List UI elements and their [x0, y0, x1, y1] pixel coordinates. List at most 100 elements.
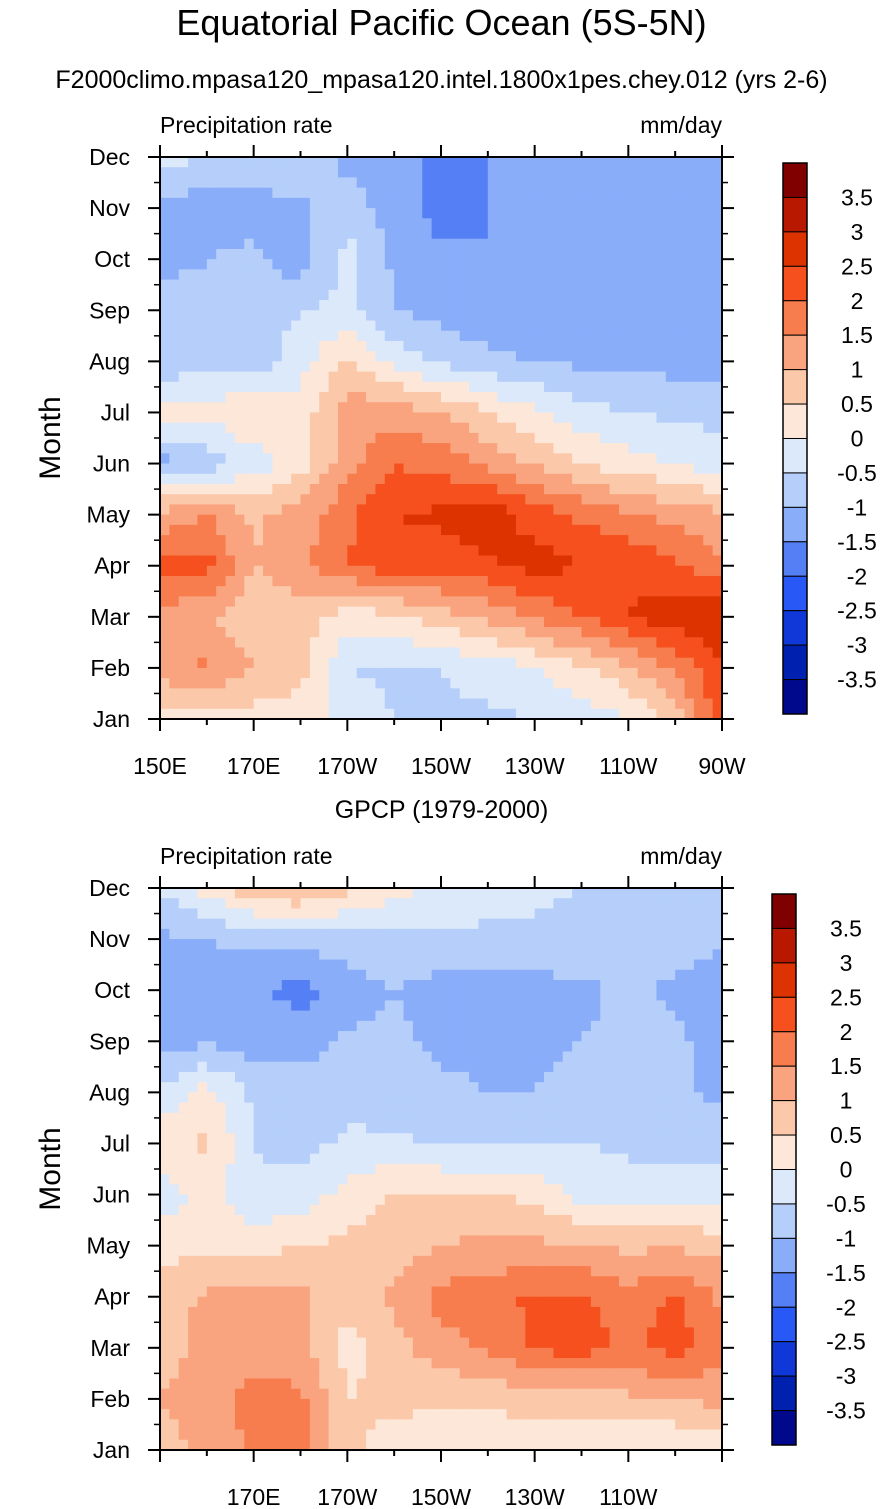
heatmap-cell	[515, 990, 526, 1001]
heatmap-cell	[590, 248, 601, 260]
heatmap-cell	[403, 657, 414, 669]
heatmap-cell	[160, 647, 170, 659]
heatmap-cell	[637, 637, 648, 649]
heatmap-cell	[281, 1143, 292, 1155]
heatmap-cell	[684, 432, 695, 444]
heatmap-cell	[497, 1061, 508, 1073]
heatmap-cell	[581, 1092, 592, 1104]
heatmap-cell	[291, 1133, 302, 1145]
heatmap-cell	[525, 698, 536, 710]
heatmap-cell	[234, 412, 245, 424]
heatmap-cell	[216, 969, 227, 981]
heatmap-cell	[291, 514, 302, 526]
heatmap-cell	[375, 494, 386, 506]
heatmap-cell	[562, 453, 573, 465]
heatmap-cell	[300, 959, 311, 971]
heatmap-cell	[375, 177, 386, 189]
heatmap-cell	[609, 279, 620, 291]
heatmap-cell	[572, 888, 583, 899]
heatmap-cell	[225, 371, 236, 383]
heatmap-cell	[366, 606, 377, 618]
heatmap-cell	[581, 616, 592, 628]
heatmap-cell	[291, 432, 302, 444]
heatmap-cell	[441, 1071, 451, 1083]
heatmap-cell	[356, 535, 367, 546]
heatmap-cell	[441, 647, 451, 659]
heatmap-cell	[291, 483, 302, 495]
heatmap-cell	[244, 1041, 255, 1053]
heatmap-cell	[534, 157, 545, 168]
heatmap-cell	[412, 667, 423, 679]
heatmap-cell	[469, 228, 480, 240]
heatmap-cell	[178, 259, 189, 270]
heatmap-cell	[693, 678, 704, 689]
heatmap-cell	[478, 1082, 489, 1093]
heatmap-cell	[169, 596, 180, 608]
heatmap-cell	[300, 279, 311, 291]
panel1-subtitle: F2000climo.mpasa120_mpasa120.intel.1800x…	[55, 66, 828, 94]
heatmap-cell	[515, 483, 526, 495]
heatmap-cell	[234, 949, 245, 961]
heatmap-cell	[319, 320, 330, 332]
heatmap-cell	[637, 218, 648, 230]
heatmap-cell	[637, 565, 648, 577]
heatmap-cell	[291, 898, 302, 910]
heatmap-cell	[197, 1112, 208, 1124]
heatmap-cell	[328, 381, 339, 393]
heatmap-cell	[375, 259, 386, 270]
heatmap-cell	[291, 596, 302, 608]
heatmap-cell	[412, 463, 423, 475]
heatmap-cell	[684, 586, 695, 597]
heatmap-cell	[375, 647, 386, 659]
heatmap-cell	[263, 1071, 273, 1083]
heatmap-cell	[450, 1000, 461, 1012]
heatmap-cell	[234, 218, 245, 230]
heatmap-cell	[525, 228, 536, 240]
heatmap-cell	[206, 535, 217, 546]
heatmap-cell	[337, 402, 348, 414]
heatmap-cell	[450, 177, 461, 189]
heatmap-cell	[703, 392, 714, 403]
heatmap-cell	[244, 443, 255, 454]
heatmap-cell	[450, 504, 461, 516]
heatmap-cell	[309, 647, 320, 659]
heatmap-cell	[525, 259, 536, 270]
heatmap-cell	[422, 939, 433, 950]
heatmap-cell	[581, 1020, 592, 1032]
heatmap-cell	[169, 908, 180, 920]
heatmap-cell	[459, 259, 470, 270]
heatmap-cell	[347, 167, 358, 179]
heatmap-cell	[263, 565, 273, 577]
heatmap-cell	[412, 1123, 423, 1134]
heatmap-cell	[469, 678, 480, 689]
heatmap-cell	[375, 167, 386, 179]
heatmap-cell	[384, 657, 395, 669]
heatmap-cell	[206, 330, 217, 342]
heatmap-cell	[160, 269, 170, 281]
heatmap-cell	[253, 555, 264, 567]
heatmap-cell	[337, 1123, 348, 1134]
heatmap-cell	[684, 279, 695, 291]
heatmap-cell	[422, 1112, 433, 1124]
heatmap-cell	[703, 979, 714, 991]
heatmap-cell	[544, 157, 554, 168]
heatmap-cell	[328, 392, 339, 403]
heatmap-cell	[366, 197, 377, 209]
heatmap-cell	[366, 483, 377, 495]
heatmap-cell	[272, 473, 283, 485]
heatmap-cell	[684, 949, 695, 961]
heatmap-cell	[487, 565, 498, 577]
heatmap-cell	[169, 351, 180, 362]
heatmap-cell	[263, 678, 273, 689]
heatmap-cell	[253, 443, 264, 454]
heatmap-cell	[281, 310, 292, 322]
heatmap-cell	[319, 310, 330, 322]
heatmap-cell	[300, 1041, 311, 1053]
heatmap-cell	[263, 157, 273, 168]
heatmap-cell	[525, 555, 536, 567]
heatmap-cell	[684, 535, 695, 546]
heatmap-cell	[487, 545, 498, 557]
heatmap-cell	[487, 535, 498, 546]
heatmap-cell	[712, 310, 723, 322]
heatmap-cell	[347, 453, 358, 465]
